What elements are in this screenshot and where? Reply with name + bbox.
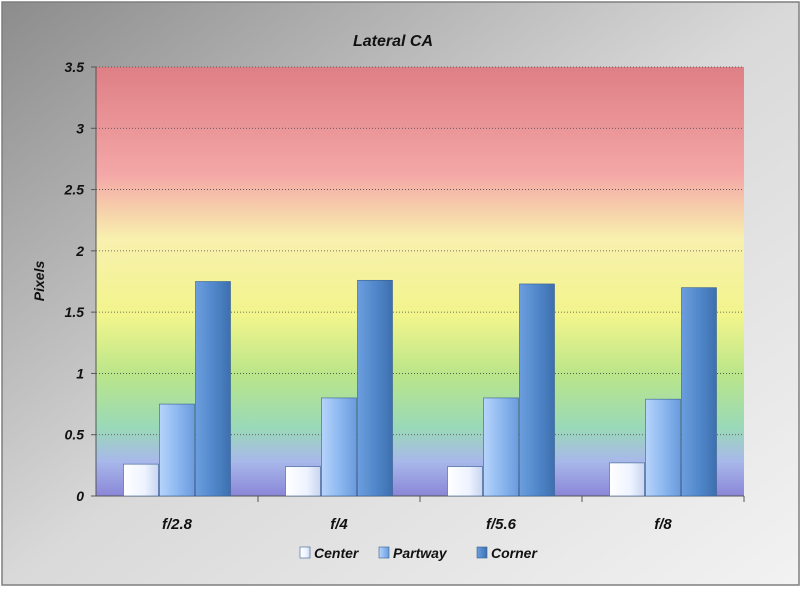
y-tick-label: 1.5 — [65, 304, 85, 320]
bar-corner — [357, 279, 393, 497]
bar-corner — [195, 281, 231, 497]
bar-partway — [645, 398, 681, 497]
chart-title: Lateral CA — [353, 33, 433, 50]
x-tick-label: f/8 — [654, 516, 672, 533]
legend-label-partway: Partway — [393, 545, 448, 561]
legend-label-center: Center — [314, 545, 360, 561]
x-tick-label: f/2.8 — [162, 516, 193, 533]
legend-swatch-center — [299, 546, 311, 559]
bar-center — [609, 462, 645, 497]
y-tick-label: 2 — [75, 243, 84, 259]
x-tick-label: f/5.6 — [486, 516, 517, 533]
y-tick-label: 3 — [76, 120, 84, 136]
y-tick-label: 0 — [76, 488, 84, 504]
bar-corner — [519, 283, 555, 497]
bar-corner — [681, 287, 717, 497]
bar-partway — [159, 403, 195, 497]
bar-center — [123, 463, 159, 497]
y-tick-label: 0.5 — [65, 427, 85, 443]
y-tick-label: 1 — [76, 365, 84, 381]
bar-center — [285, 466, 321, 497]
legend-swatch-partway — [378, 546, 390, 559]
y-tick-label: 3.5 — [65, 59, 85, 75]
y-tick-label: 2.5 — [64, 182, 85, 198]
legend-swatch-corner — [476, 546, 488, 559]
x-tick-label: f/4 — [330, 516, 348, 533]
bar-center — [447, 466, 483, 497]
bar-partway — [321, 397, 357, 497]
y-axis-label: Pixels — [31, 261, 47, 302]
legend-label-corner: Corner — [491, 545, 538, 561]
bar-partway — [483, 397, 519, 497]
